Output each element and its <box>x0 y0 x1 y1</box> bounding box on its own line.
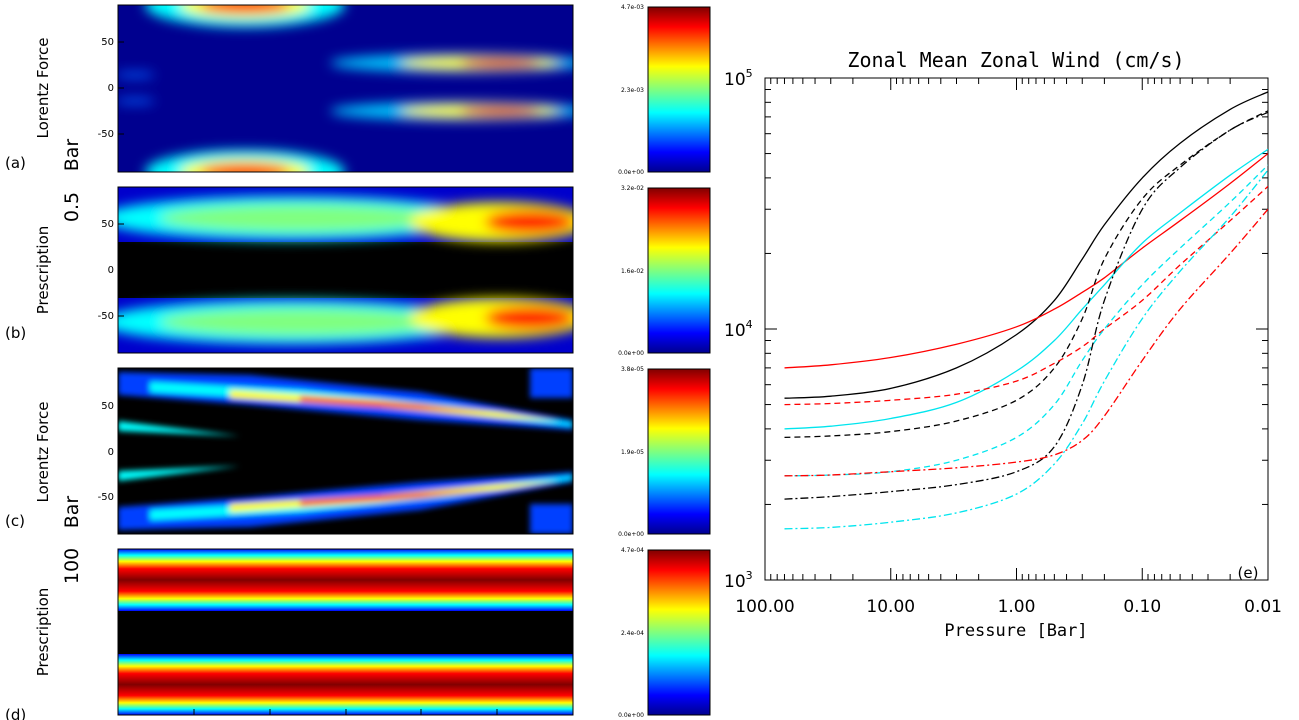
cb-a-bot: 0.0e+00 <box>618 169 644 176</box>
ytick-a-1: 50 <box>101 37 114 48</box>
ytick-c-3: -50 <box>98 492 114 503</box>
heatmap-ytick-labels: 50 0 -50 50 0 -50 50 0 -50 <box>98 37 114 503</box>
cb-c-top: 3.8e-05 <box>621 366 644 373</box>
side-label-1b: Bar <box>61 139 83 172</box>
x-tick-label: 10.00 <box>866 597 915 617</box>
series-line-4 <box>784 110 1268 439</box>
cb-a-top: 4.7e-03 <box>621 4 644 11</box>
series-line-5 <box>784 185 1268 406</box>
side-label-4a: Prescription <box>34 588 52 677</box>
side-label-1a: Lorentz Force <box>34 38 52 139</box>
heatmap-panel-c <box>117 367 574 535</box>
cb-b-mid: 1.6e-02 <box>621 268 644 275</box>
side-label-3b: Bar <box>61 496 83 529</box>
series-line-9 <box>784 169 1268 530</box>
side-label-3a: Lorentz Force <box>34 402 52 503</box>
side-label-2b: 0.5 <box>61 192 83 222</box>
cb-d-mid: 2.4e-04 <box>621 630 644 637</box>
cb-b-bot: 0.0e+00 <box>618 350 644 357</box>
series-line-8 <box>784 208 1268 477</box>
chart-series <box>784 91 1268 530</box>
heatmap-panel-d <box>117 548 574 716</box>
chart-ticks <box>764 77 1269 581</box>
panel-letter-e: (e) <box>1238 564 1259 582</box>
x-axis-label: Pressure [Bar] <box>944 621 1087 641</box>
side-label-2a: Prescription <box>34 226 52 315</box>
series-line-2 <box>784 153 1268 369</box>
chart-title: Zonal Mean Zonal Wind (cm/s) <box>847 48 1184 72</box>
colorbars: 4.7e-03 2.3e-03 0.0e+00 3.2e-02 1.6e-02 … <box>618 4 711 719</box>
ytick-c-2: 0 <box>108 447 114 458</box>
y-tick-label: 104 <box>724 318 753 341</box>
x-tick-label: 0.01 <box>1244 597 1282 617</box>
colorbar-a <box>647 6 711 173</box>
plot-frame <box>764 77 1269 581</box>
heatmap-panel-b <box>117 186 574 354</box>
series-line-6 <box>784 164 1268 477</box>
ytick-a-3: -50 <box>98 129 114 140</box>
heatmap-ticks <box>117 41 574 715</box>
ytick-b-2: 0 <box>108 265 114 276</box>
cb-d-top: 4.7e-04 <box>621 547 644 554</box>
panel-letter-c: (c) <box>5 512 25 530</box>
heatmap-panel-a <box>117 4 574 173</box>
y-tick-label: 105 <box>724 67 753 90</box>
cb-c-bot: 0.0e+00 <box>618 531 644 538</box>
series-line-1 <box>784 91 1268 399</box>
x-tick-label: 0.10 <box>1123 597 1161 617</box>
x-tick-labels: 100.00 10.00 1.00 0.10 0.01 <box>735 597 1282 617</box>
cb-c-mid: 1.9e-05 <box>621 449 644 456</box>
colorbar-d <box>647 549 711 716</box>
cb-d-bot: 0.0e+00 <box>618 712 644 719</box>
cb-b-top: 3.2e-02 <box>621 185 644 192</box>
panel-letter-a: (a) <box>5 154 26 172</box>
panel-letter-b: (b) <box>5 324 26 342</box>
series-line-7 <box>784 111 1268 500</box>
x-tick-label: 100.00 <box>735 597 794 617</box>
line-chart-e: Zonal Mean Zonal Wind (cm/s) 100.00 10.00… <box>724 48 1282 641</box>
colorbar-c <box>647 368 711 535</box>
cb-a-mid: 2.3e-03 <box>621 87 644 94</box>
ytick-a-2: 0 <box>108 83 114 94</box>
colorbar-b <box>647 187 711 354</box>
ytick-c-1: 50 <box>101 401 114 412</box>
x-tick-label: 1.00 <box>998 597 1036 617</box>
y-tick-label: 103 <box>724 569 753 592</box>
ytick-b-3: -50 <box>98 311 114 322</box>
side-label-4b: 100 <box>61 548 83 584</box>
panel-letter-d: (d) <box>5 706 26 720</box>
panel-letters: (a) (b) (c) (d) <box>5 154 26 720</box>
y-tick-labels: 105 104 103 <box>724 67 753 592</box>
side-labels: Lorentz Force Bar Prescription 0.5 Loren… <box>34 38 83 677</box>
series-line-3 <box>784 148 1268 430</box>
ytick-b-1: 50 <box>101 219 114 230</box>
